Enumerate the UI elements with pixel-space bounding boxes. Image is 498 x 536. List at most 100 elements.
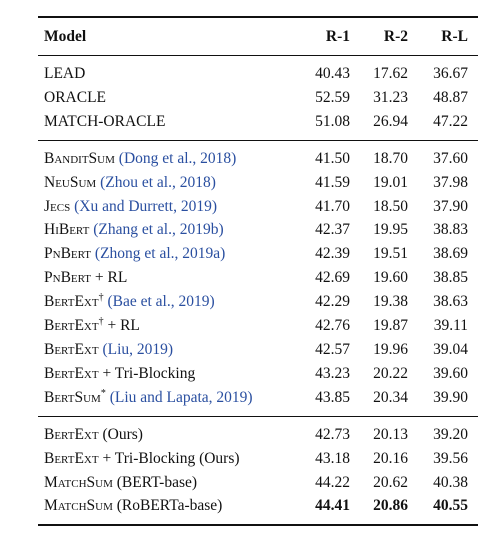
model-suffix: (RoBERTa-base)	[116, 497, 223, 515]
rl-cell: 39.60	[433, 364, 468, 382]
r2-cell: 18.70	[373, 149, 408, 167]
citation-link[interactable]: (Zhang et al., 2019b)	[93, 221, 224, 239]
model-name: BertExt	[44, 293, 99, 311]
model-suffix: + RL	[94, 269, 128, 287]
table-row: PnBert + RL 42.69 19.60 38.85	[38, 266, 478, 290]
r2-cell: 20.16	[373, 449, 408, 467]
model-marker: *	[100, 387, 106, 399]
model-cell: PnBert + RL	[38, 266, 292, 290]
rl-cell: 37.60	[433, 149, 468, 167]
model-cell: NeuSum (Zhou et al., 2018)	[38, 171, 292, 195]
r2-cell: 20.22	[373, 364, 408, 382]
r2-cell: 19.87	[373, 317, 408, 335]
model-name: Jecs	[44, 197, 71, 215]
model-name: BertExt	[44, 317, 99, 335]
citation-link[interactable]: (Liu, 2019)	[102, 340, 174, 358]
header-row: Model R-1 R-2 R-L	[38, 16, 478, 56]
model-suffix: (BERT-base)	[116, 473, 198, 491]
table-row: MatchSum (RoBERTa-base) 44.41 20.86 40.55	[38, 494, 478, 527]
model-cell: LEAD	[38, 56, 292, 86]
model-suffix: (Ours)	[102, 425, 143, 443]
rl-cell: 37.98	[433, 173, 468, 191]
r2-cell: 17.62	[373, 65, 408, 82]
model-name: HiBert	[44, 221, 90, 239]
model-name: PnBert	[44, 245, 92, 263]
model-suffix: + Tri-Blocking (Ours)	[102, 449, 240, 467]
model-name: LEAD	[44, 65, 86, 82]
model-cell: BertSum* (Liu and Lapata, 2019)	[38, 385, 292, 417]
citation-link[interactable]: (Zhong et al., 2019a)	[94, 245, 226, 263]
model-suffix: + Tri-Blocking	[102, 364, 196, 382]
r1-cell: 41.59	[315, 173, 350, 191]
rl-cell: 38.85	[433, 269, 468, 287]
model-cell: BertExt† (Bae et al., 2019)	[38, 290, 292, 314]
rl-cell: 40.38	[433, 473, 468, 491]
r1-cell: 40.43	[315, 65, 350, 82]
citation-link[interactable]: (Bae et al., 2019)	[107, 293, 215, 311]
table-body: LEAD 40.43 17.62 36.67 ORACLE 52.59 31.23 48.87…	[38, 56, 478, 527]
model-name: BertExt	[44, 425, 99, 443]
model-name: BertExt	[44, 364, 99, 382]
r2-cell: 19.38	[373, 293, 408, 311]
table-row: Jecs (Xu and Durrett, 2019) 41.70 18.50 37.…	[38, 195, 478, 219]
table-row: BertExt (Ours) 42.73 20.13 39.20	[38, 416, 478, 446]
model-cell: ORACLE	[38, 86, 292, 110]
model-name: MATCH-ORACLE	[44, 112, 166, 130]
model-cell: MatchSum (RoBERTa-base)	[38, 494, 292, 527]
r2-cell: 20.13	[373, 425, 408, 443]
r2-cell: 19.01	[373, 173, 408, 191]
r1-cell: 42.39	[315, 245, 350, 263]
table-row: NeuSum (Zhou et al., 2018) 41.59 19.01 37.9…	[38, 171, 478, 195]
model-cell: BertExt + Tri-Blocking	[38, 362, 292, 386]
r1-cell: 42.37	[315, 221, 350, 239]
rl-cell: 39.11	[433, 317, 468, 335]
table-row: LEAD 40.43 17.62 36.67	[38, 56, 478, 86]
citation-link[interactable]: (Dong et al., 2018)	[118, 149, 237, 167]
table-row: BertSum* (Liu and Lapata, 2019) 43.85 20.3…	[38, 385, 478, 417]
r1-cell: 44.22	[315, 473, 350, 491]
model-cell: BertExt + Tri-Blocking (Ours)	[38, 447, 292, 471]
r2-cell: 20.86	[350, 494, 408, 527]
model-cell: MATCH-ORACLE	[38, 109, 292, 141]
table-row: BertExt† + RL 42.76 19.87 39.11	[38, 314, 478, 338]
model-cell: HiBert (Zhang et al., 2019b)	[38, 218, 292, 242]
r2-cell: 19.95	[373, 221, 408, 239]
rl-cell: 37.90	[433, 197, 468, 215]
table-row: BanditSum (Dong et al., 2018) 41.50 18.70 3…	[38, 140, 478, 170]
table-row: BertExt (Liu, 2019) 42.57 19.96 39.04	[38, 338, 478, 362]
r1-cell: 51.08	[292, 109, 350, 141]
citation-link[interactable]: (Xu and Durrett, 2019)	[74, 197, 217, 215]
model-marker: †	[98, 292, 104, 304]
r2-cell: 19.51	[373, 245, 408, 263]
r1-cell: 42.57	[315, 340, 350, 358]
rl-cell: 39.04	[433, 340, 468, 358]
rl-cell: 47.22	[408, 109, 478, 141]
table-row: MATCH-ORACLE 51.08 26.94 47.22	[38, 109, 478, 141]
table-row: BertExt + Tri-Blocking (Ours) 43.18 20.16 3…	[38, 447, 478, 471]
rl-cell: 38.63	[433, 293, 468, 311]
citation-link[interactable]: (Liu and Lapata, 2019)	[109, 388, 253, 406]
rl-cell: 48.87	[433, 88, 468, 106]
model-cell: BertExt† + RL	[38, 314, 292, 338]
model-name: BertExt	[44, 449, 99, 467]
table-row: HiBert (Zhang et al., 2019b) 42.37 19.95 38…	[38, 218, 478, 242]
citation-link[interactable]: (Zhou et al., 2018)	[100, 173, 216, 191]
model-name: BanditSum	[44, 149, 115, 167]
model-name: MatchSum	[44, 497, 113, 515]
r1-cell: 41.70	[315, 197, 350, 215]
header-r2: R-2	[350, 16, 408, 56]
model-suffix: + RL	[107, 317, 140, 335]
model-cell: MatchSum (BERT-base)	[38, 471, 292, 495]
r2-cell: 20.62	[373, 473, 408, 491]
model-name: BertSum	[44, 388, 101, 406]
r2-cell: 19.96	[373, 340, 408, 358]
model-cell: Jecs (Xu and Durrett, 2019)	[38, 195, 292, 219]
table-row: BertExt† (Bae et al., 2019) 42.29 19.38 38.…	[38, 290, 478, 314]
r1-cell: 43.23	[315, 364, 350, 382]
r1-cell: 42.29	[315, 293, 350, 311]
r1-cell: 42.69	[315, 269, 350, 287]
r1-cell: 42.76	[315, 317, 350, 335]
model-marker: †	[98, 316, 104, 328]
rl-cell: 38.69	[433, 245, 468, 263]
table-row: PnBert (Zhong et al., 2019a) 42.39 19.51 38…	[38, 242, 478, 266]
